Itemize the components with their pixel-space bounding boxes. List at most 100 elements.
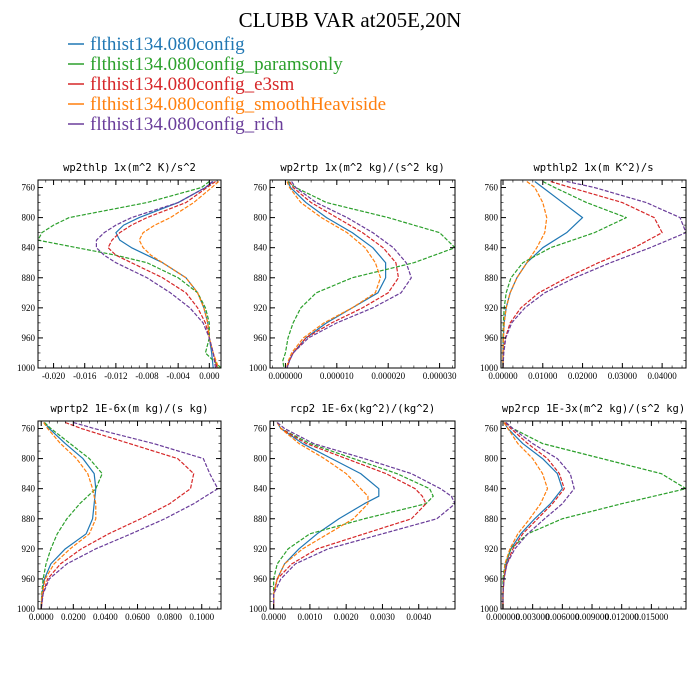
y-tick-label: 880: [485, 514, 499, 524]
series-line: [502, 422, 686, 609]
legend: flthist134.080config flthist134.080confi…: [68, 34, 386, 135]
legend-entry: flthist134.080config_paramsonly: [68, 54, 343, 75]
series-line: [40, 421, 219, 609]
y-tick-label: 760: [22, 183, 36, 193]
y-tick-label: 880: [254, 273, 268, 283]
x-tick-label: 0.000000: [269, 371, 303, 381]
y-tick-label: 920: [485, 303, 499, 313]
y-tick-label: 800: [254, 454, 268, 464]
chart-panel: wpthlp2 1x(m K^2)/s 760 800 840 880 920 960 100…: [480, 162, 687, 381]
legend-entry: flthist134.080config: [68, 34, 245, 55]
series-line: [502, 422, 565, 609]
x-tick-label: -0.020: [42, 371, 66, 381]
x-tick-label: -0.016: [73, 371, 97, 381]
y-tick-label: 760: [254, 424, 268, 434]
x-tick-label: 0.0010: [298, 612, 323, 622]
y-tick-label: 840: [254, 243, 268, 253]
panel-title: wp2rtp 1x(m^2 kg)/(s^2 kg): [280, 162, 444, 174]
x-tick-label: 0.0800: [157, 612, 182, 622]
y-tick-label: 920: [22, 544, 36, 554]
series-group: [273, 422, 455, 609]
panel-title: wp2thlp 1x(m^2 K)/s^2: [63, 162, 196, 174]
y-tick-label: 760: [485, 183, 499, 193]
y-tick-label: 800: [22, 454, 36, 464]
y-tick-label: 840: [22, 243, 36, 253]
legend-label: flthist134.080config_e3sm: [90, 74, 294, 95]
x-tick-label: 0.00000: [488, 371, 518, 381]
series-line: [502, 181, 548, 368]
series-line: [273, 422, 455, 609]
series-line: [273, 422, 380, 609]
y-tick-label: 960: [22, 333, 36, 343]
x-tick-label: 0.000020: [371, 371, 405, 381]
x-tick-label: 0.000: [199, 371, 220, 381]
y-tick-label: 880: [22, 273, 36, 283]
panel-title: wpthlp2 1x(m K^2)/s: [533, 162, 653, 174]
series-group: [282, 181, 455, 368]
series-line: [38, 181, 221, 368]
y-tick-label: 840: [485, 243, 499, 253]
plot-frame: [269, 420, 456, 610]
legend-label: flthist134.080config_rich: [90, 114, 284, 135]
y-tick-label: 920: [254, 303, 268, 313]
series-group: [40, 421, 219, 609]
y-tick-label: 960: [485, 333, 499, 343]
series-line: [282, 181, 455, 368]
legend-label: flthist134.080config_paramsonly: [90, 54, 343, 75]
y-tick-label: 920: [254, 544, 268, 554]
x-tick-label: 0.04000: [648, 371, 678, 381]
y-tick-label: 960: [254, 333, 268, 343]
x-tick-label: -0.004: [167, 371, 191, 381]
y-tick-label: 760: [485, 424, 499, 434]
x-tick-label: 0.006000: [545, 612, 579, 622]
x-tick-label: 0.000010: [320, 371, 354, 381]
y-tick-label: 880: [254, 514, 268, 524]
series-group: [38, 181, 221, 368]
chart-panel: wp2rtp 1x(m^2 kg)/(s^2 kg) 760 800 840 880 92…: [249, 162, 457, 381]
y-tick-label: 880: [485, 273, 499, 283]
x-tick-label: 0.0020: [334, 612, 359, 622]
series-group: [502, 422, 686, 609]
plot-frame: [500, 179, 687, 369]
y-tick-label: 760: [22, 424, 36, 434]
panel-title: rcp2 1E-6x(kg^2)/(kg^2): [290, 403, 435, 415]
x-tick-label: 0.0000: [29, 612, 54, 622]
series-line: [115, 181, 214, 368]
plot-frame: [37, 420, 222, 610]
x-tick-label: 0.0400: [93, 612, 118, 622]
x-tick-label: -0.008: [135, 371, 159, 381]
x-tick-label: 0.000000: [486, 612, 520, 622]
series-line: [40, 422, 103, 609]
legend-label: flthist134.080config: [90, 34, 245, 55]
y-tick-label: 1000: [480, 363, 499, 373]
series-line: [273, 422, 434, 609]
y-tick-label: 960: [22, 574, 36, 584]
plot-frame: [37, 179, 222, 369]
legend-label: flthist134.080config_smoothHeaviside: [90, 94, 386, 115]
panel-title: wprtp2 1E-6x(m kg)/(s kg): [50, 403, 208, 415]
chart-panel: wp2rcp 1E-3x(m^2 kg)/(s^2 kg)760 800 840 88…: [480, 403, 687, 622]
series-line: [502, 181, 584, 368]
x-tick-label: 0.01000: [528, 371, 558, 381]
y-tick-label: 800: [22, 213, 36, 223]
x-tick-label: 0.0600: [125, 612, 150, 622]
x-tick-label: 0.012000: [605, 612, 639, 622]
series-line: [502, 180, 627, 368]
y-tick-label: 880: [22, 514, 36, 524]
legend-entry: flthist134.080config_rich: [68, 114, 284, 135]
x-tick-label: 0.03000: [608, 371, 638, 381]
series-line: [502, 180, 686, 368]
x-tick-label: 0.0000: [261, 612, 286, 622]
series-line: [107, 181, 218, 368]
series-line: [502, 422, 575, 609]
x-tick-label: 0.02000: [568, 371, 598, 381]
series-line: [286, 181, 412, 368]
series-line: [40, 422, 97, 609]
y-tick-label: 1000: [249, 363, 268, 373]
y-tick-label: 840: [254, 484, 268, 494]
series-line: [40, 421, 195, 609]
y-tick-label: 1000: [480, 604, 499, 614]
y-tick-label: 800: [485, 213, 499, 223]
series-line: [95, 181, 217, 368]
